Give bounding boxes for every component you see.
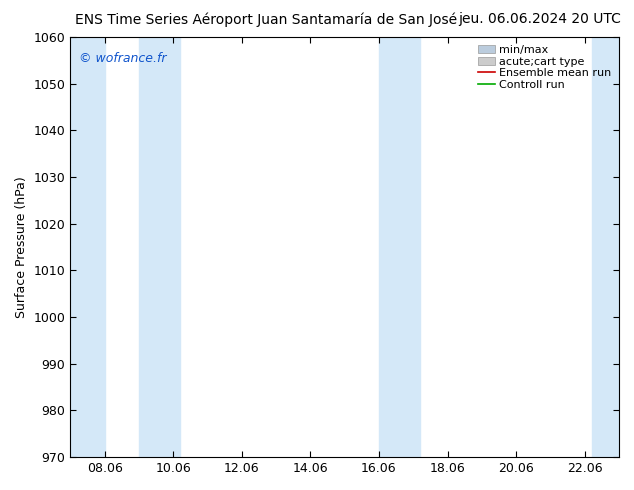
- Bar: [139, 37, 180, 457]
- Bar: [592, 37, 619, 457]
- Text: ENS Time Series Aéroport Juan Santamaría de San José: ENS Time Series Aéroport Juan Santamaría…: [75, 12, 457, 27]
- Bar: [379, 37, 420, 457]
- Text: jeu. 06.06.2024 20 UTC: jeu. 06.06.2024 20 UTC: [458, 12, 621, 26]
- Bar: [70, 37, 105, 457]
- Legend: min/max, acute;cart type, Ensemble mean run, Controll run: min/max, acute;cart type, Ensemble mean …: [476, 43, 614, 92]
- Text: © wofrance.fr: © wofrance.fr: [79, 52, 166, 65]
- Y-axis label: Surface Pressure (hPa): Surface Pressure (hPa): [15, 176, 28, 318]
